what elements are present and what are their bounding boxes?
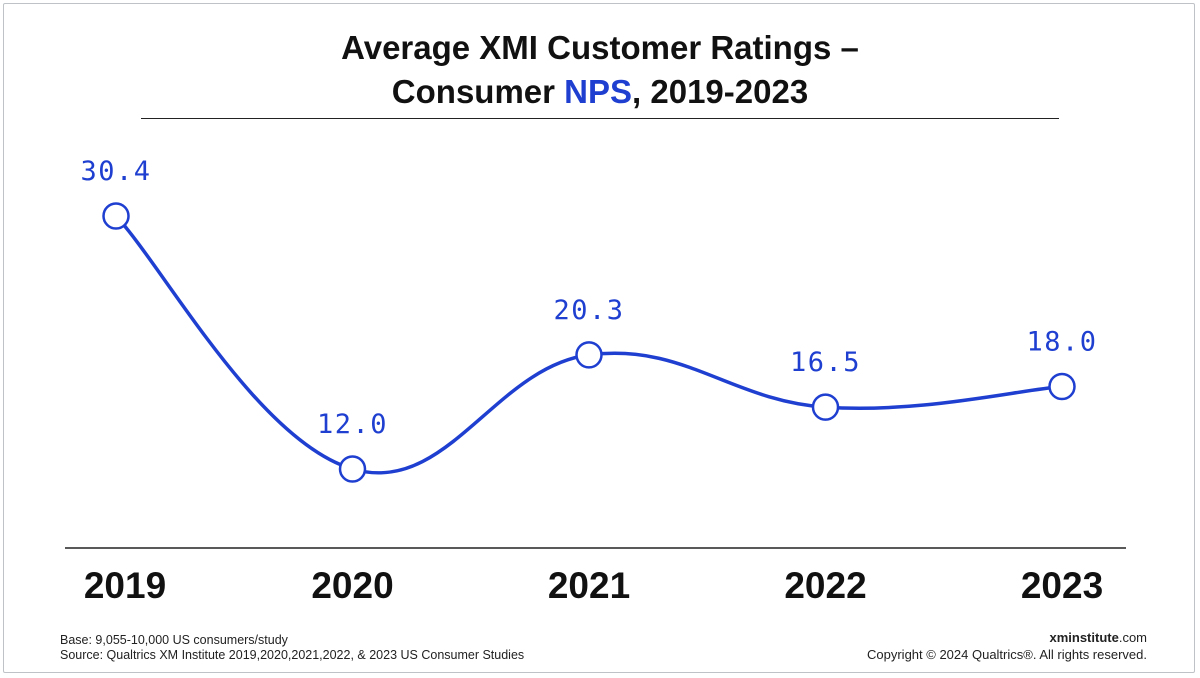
series-line-consumer-nps: [114, 214, 1064, 475]
data-point-2019: [102, 202, 130, 230]
data-point-2023: [1048, 372, 1076, 401]
data-point-2021: [575, 341, 603, 369]
series-markers: [102, 202, 1076, 483]
x-tick-2020: 2020: [311, 565, 393, 606]
title-line-2: Consumer NPS, 2019-2023: [0, 70, 1200, 114]
chart-frame: [3, 3, 1195, 673]
chart-title: Average XMI Customer Ratings – Consumer …: [0, 26, 1200, 114]
copyright: Copyright © 2024 Qualtrics®. All rights …: [867, 647, 1147, 662]
title-prefix: Consumer: [391, 73, 565, 110]
brand-domain: .com: [1118, 630, 1147, 645]
data-label-2023: 18.0: [1026, 327, 1097, 358]
x-tick-2019: 2019: [84, 565, 166, 606]
data-label-2020: 12.0: [317, 409, 388, 440]
brand-link[interactable]: xminstitute.com: [867, 629, 1147, 646]
title-suffix: , 2019-2023: [632, 73, 809, 110]
x-axis-tick-labels: 2019 2020 2021 2022 2023: [84, 565, 1103, 606]
x-tick-2021: 2021: [548, 565, 630, 606]
title-divider: [141, 118, 1059, 119]
brand-name: xminstitute: [1049, 630, 1119, 645]
title-highlight-nps: NPS: [564, 73, 633, 110]
footer-notes: Base: 9,055-10,000 US consumers/study So…: [60, 633, 524, 663]
footer-brand: xminstitute.com Copyright © 2024 Qualtri…: [867, 629, 1147, 663]
title-line-1: Average XMI Customer Ratings –: [341, 29, 859, 66]
data-point-2020: [338, 455, 367, 483]
footer-source: Source: Qualtrics XM Institute 2019,2020…: [60, 648, 525, 662]
data-label-2019: 30.4: [80, 156, 151, 187]
data-point-2022: [811, 393, 840, 421]
x-tick-2023: 2023: [1021, 565, 1103, 606]
x-tick-2022: 2022: [784, 565, 866, 606]
footer-base: Base: 9,055-10,000 US consumers/study: [60, 633, 288, 647]
data-label-2021: 20.3: [553, 295, 624, 326]
data-label-2022: 16.5: [790, 347, 861, 378]
data-labels: 30.4 12.0 20.3 16.5 18.0: [80, 156, 1097, 440]
